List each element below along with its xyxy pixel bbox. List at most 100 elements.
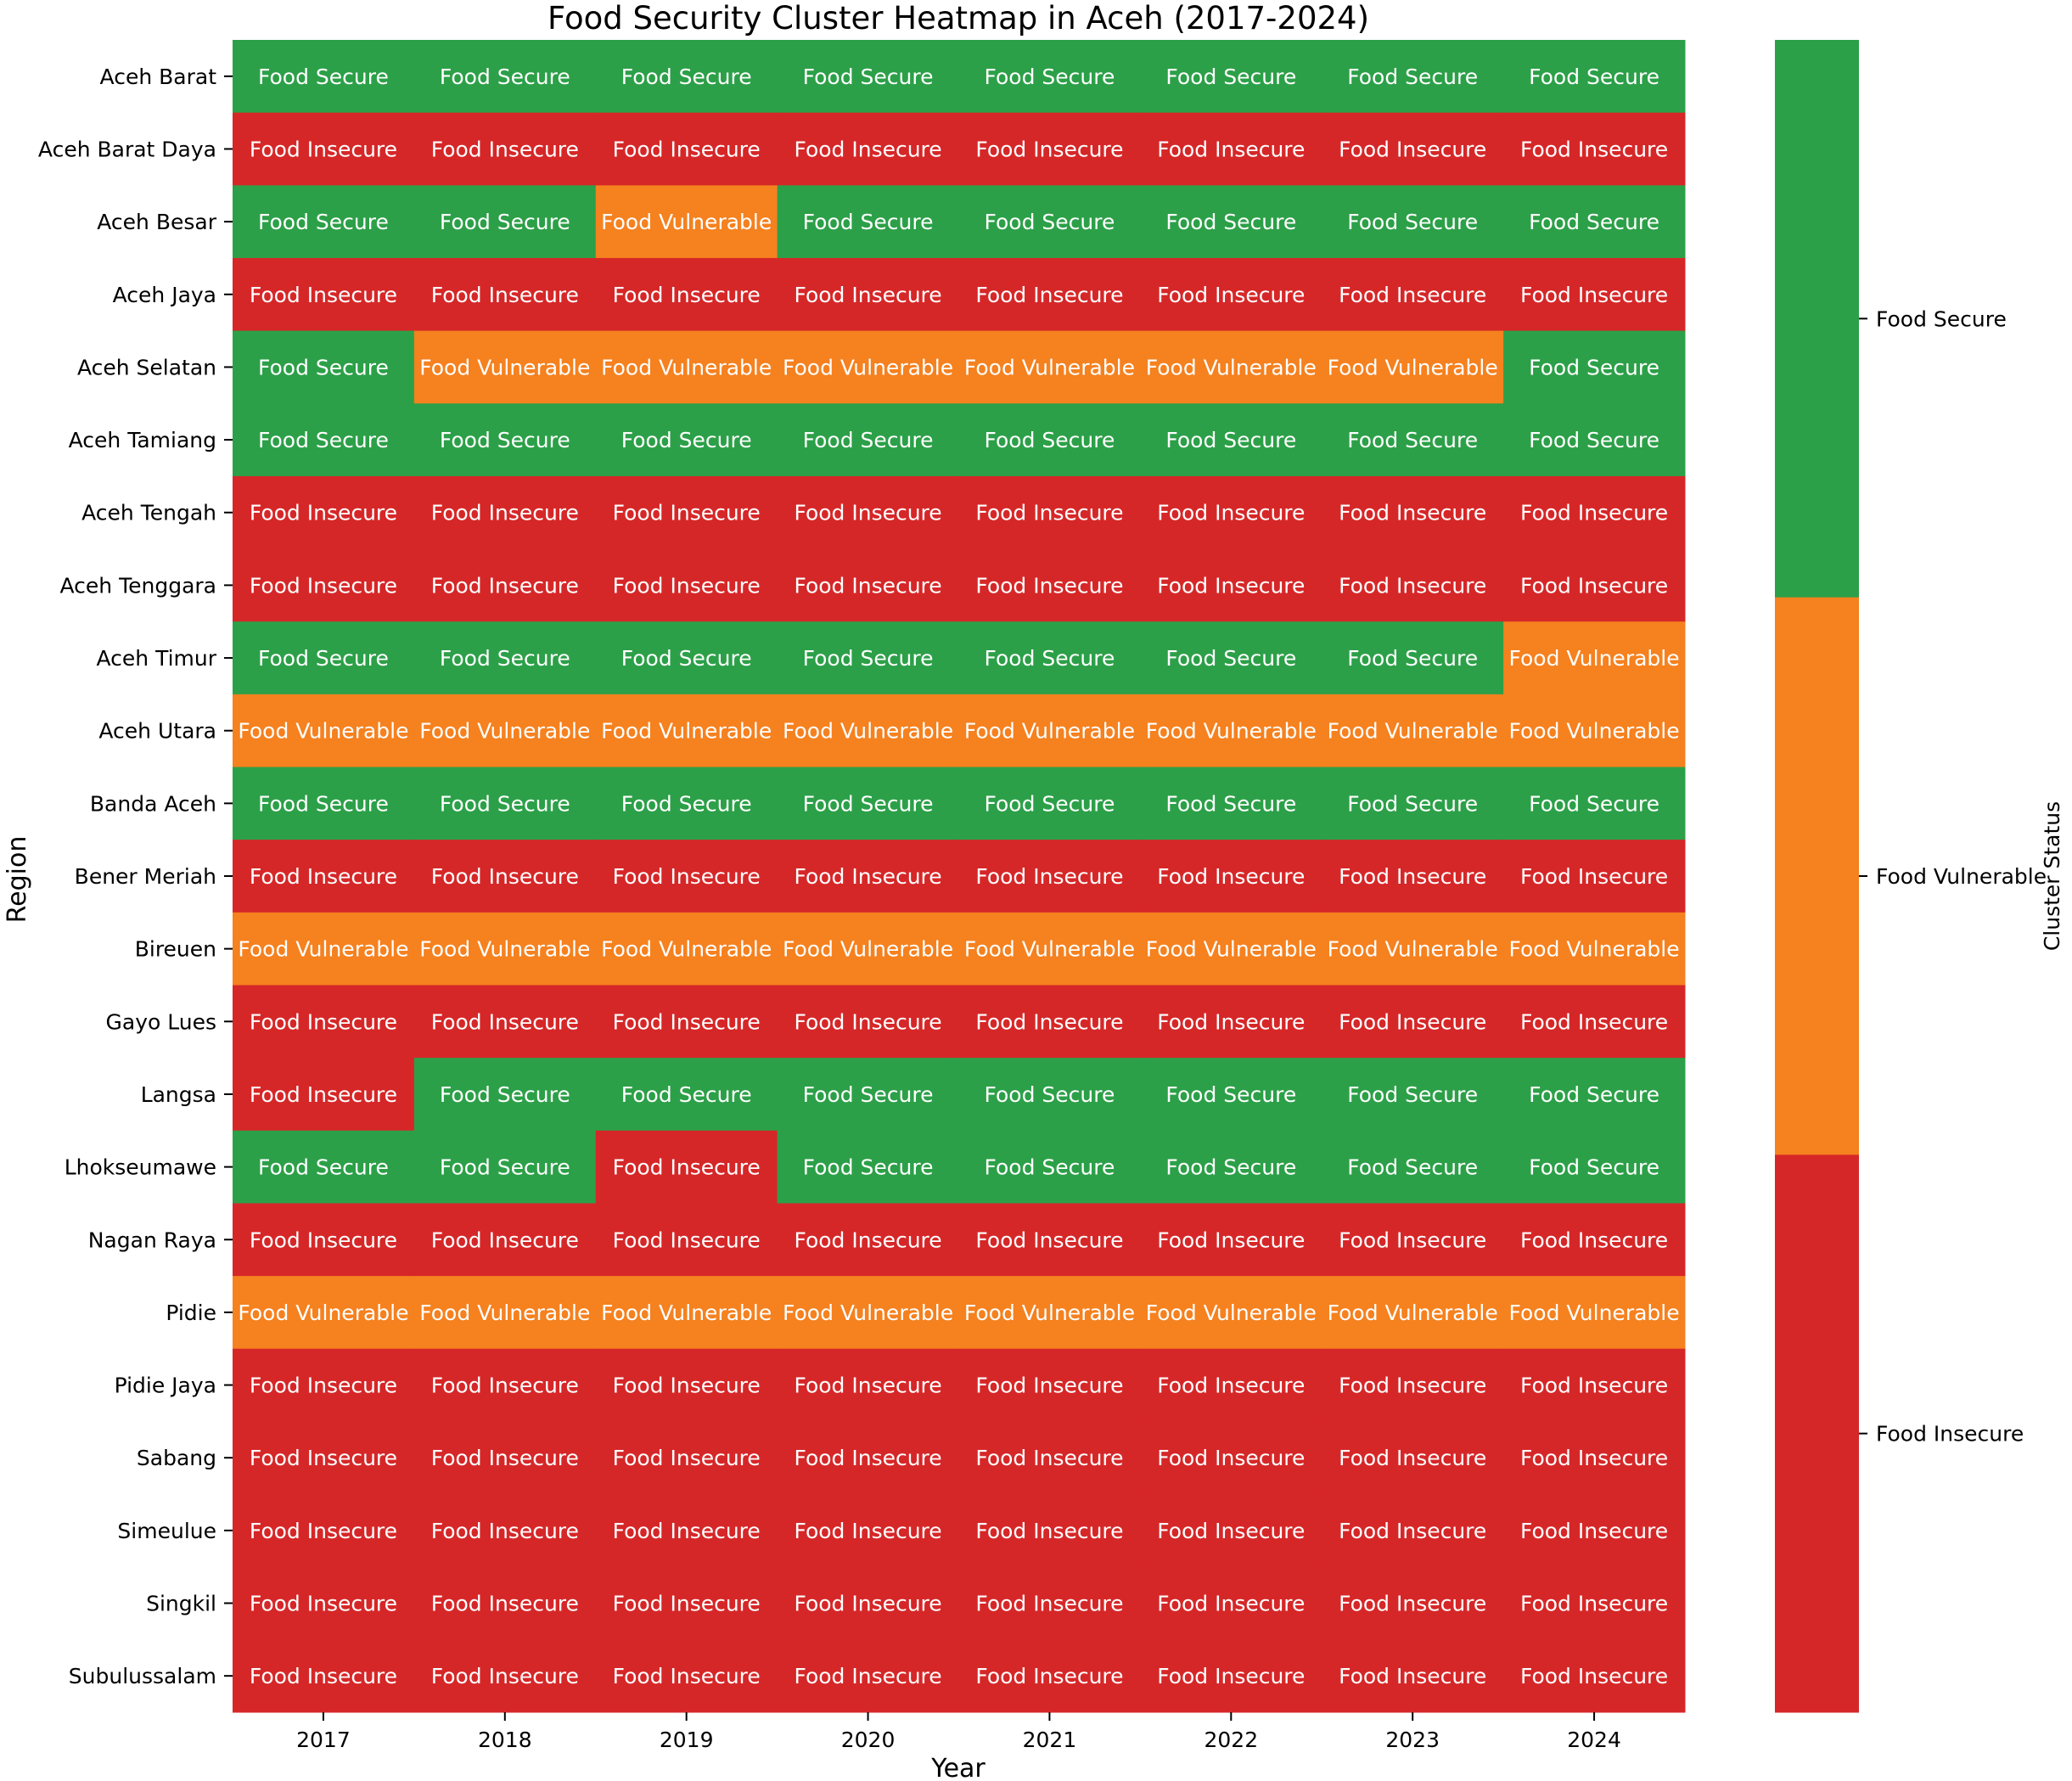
cell-label: Food Insecure <box>431 1009 579 1034</box>
cell-label: Food Insecure <box>431 1519 579 1543</box>
cell-label: Food Insecure <box>1157 1592 1305 1616</box>
cell-label: Food Insecure <box>1520 864 1668 889</box>
cell-label: Food Secure <box>1529 1155 1659 1180</box>
heatmap-cell <box>233 985 415 1059</box>
cell-label: Food Insecure <box>1520 1592 1668 1616</box>
y-tick-label: Aceh Barat <box>100 65 217 89</box>
cell-label: Food Secure <box>621 1082 752 1107</box>
cell-label: Food Secure <box>1165 1082 1296 1107</box>
heatmap-cell <box>1503 40 1686 114</box>
cell-label: Food Insecure <box>613 573 761 598</box>
cell-label: Food Insecure <box>431 864 579 889</box>
heatmap-cell <box>595 112 778 186</box>
heatmap-cell <box>233 548 415 622</box>
heatmap-cell <box>233 1058 415 1132</box>
heatmap-cell <box>413 257 597 332</box>
heatmap-cell <box>777 1566 959 1640</box>
cell-label: Food Insecure <box>975 1228 1123 1252</box>
y-tick-label: Aceh Selatan <box>77 355 216 379</box>
heatmap-cell <box>233 112 415 186</box>
cell-label: Food Vulnerable <box>783 719 953 744</box>
cell-label: Food Secure <box>621 791 752 816</box>
heatmap-cell <box>233 40 415 114</box>
cell-label: Food Insecure <box>431 1592 579 1616</box>
cell-label: Food Vulnerable <box>783 937 953 962</box>
heatmap-cell <box>958 1130 1141 1204</box>
cell-label: Food Insecure <box>431 1664 579 1688</box>
heatmap-cell <box>1140 330 1322 404</box>
heatmap-cell <box>777 694 959 768</box>
y-tick-label: Aceh Besar <box>97 210 216 234</box>
cell-label: Food Insecure <box>250 1082 397 1107</box>
heatmap-cell <box>777 840 959 913</box>
y-tick-label: Simeulue <box>117 1519 216 1543</box>
cell-label: Food Secure <box>1529 210 1659 234</box>
heatmap-cell <box>1140 912 1322 986</box>
heatmap-cell <box>595 40 778 114</box>
cell-label: Food Insecure <box>1520 1519 1668 1543</box>
cell-label: Food Secure <box>1165 210 1296 234</box>
cell-label: Food Vulnerable <box>601 1301 772 1325</box>
y-tick-label: Aceh Barat Daya <box>38 137 216 161</box>
heatmap-cell <box>413 112 597 186</box>
y-tick-label: Aceh Tengah <box>81 501 216 525</box>
heatmap-cell <box>413 1494 597 1568</box>
heatmap-cell <box>1322 1203 1504 1277</box>
heatmap-cell <box>1503 1130 1686 1204</box>
heatmap-cell <box>1322 185 1504 259</box>
cell-label: Food Insecure <box>1157 1228 1305 1252</box>
cell-label: Food Vulnerable <box>964 937 1135 962</box>
cell-label: Food Secure <box>1165 65 1296 89</box>
cell-label: Food Vulnerable <box>419 355 590 379</box>
cell-label: Food Insecure <box>1339 1592 1486 1616</box>
heatmap-cell <box>413 40 597 114</box>
y-tick-label: Sabang <box>137 1446 216 1470</box>
cell-label: Food Insecure <box>613 1519 761 1543</box>
heatmap-cell <box>1140 621 1322 695</box>
cell-label: Food Insecure <box>1339 864 1486 889</box>
heatmap-cell <box>958 1276 1141 1350</box>
heatmap-cell <box>233 1494 415 1568</box>
heatmap-cell <box>1503 912 1686 986</box>
cell-label: Food Insecure <box>250 1592 397 1616</box>
heatmap-cell <box>595 985 778 1059</box>
cell-label: Food Insecure <box>975 1592 1123 1616</box>
cell-label: Food Secure <box>258 1155 389 1180</box>
cell-label: Food Insecure <box>1520 1228 1668 1252</box>
cell-label: Food Vulnerable <box>601 355 772 379</box>
heatmap-cell <box>595 840 778 913</box>
cell-label: Food Insecure <box>794 573 941 598</box>
cell-label: Food Vulnerable <box>1509 719 1680 744</box>
heatmap-cell <box>1140 185 1322 259</box>
y-axis-label: Region <box>3 836 32 924</box>
heatmap-cell <box>958 985 1141 1059</box>
heatmap-cell <box>1322 985 1504 1059</box>
colorbar-segment <box>1775 1155 1859 1713</box>
heatmap-cell <box>777 1130 959 1204</box>
heatmap-cell <box>777 257 959 332</box>
heatmap-cell <box>1140 112 1322 186</box>
heatmap-cell <box>1503 1203 1686 1277</box>
heatmap-cell <box>595 1203 778 1277</box>
cell-label: Food Insecure <box>431 283 579 307</box>
heatmap-cell <box>958 1639 1141 1713</box>
x-tick-label: 2024 <box>1567 1728 1621 1752</box>
cell-label: Food Insecure <box>250 864 397 889</box>
cell-label: Food Insecure <box>250 1519 397 1543</box>
cell-label: Food Secure <box>1165 1155 1296 1180</box>
heatmap-cell <box>1503 257 1686 332</box>
cell-label: Food Insecure <box>794 1592 941 1616</box>
heatmap-cell <box>595 1494 778 1568</box>
cell-label: Food Secure <box>985 65 1115 89</box>
cell-label: Food Insecure <box>431 573 579 598</box>
heatmap-cell <box>1322 1566 1504 1640</box>
heatmap-cell <box>1140 475 1322 550</box>
cell-label: Food Insecure <box>250 501 397 525</box>
heatmap-cell <box>1140 1130 1322 1204</box>
cell-label: Food Vulnerable <box>601 719 772 744</box>
cell-label: Food Vulnerable <box>1328 355 1498 379</box>
heatmap-cell <box>595 1348 778 1422</box>
cell-label: Food Insecure <box>613 1374 761 1398</box>
cell-label: Food Insecure <box>794 1009 941 1034</box>
heatmap-cell <box>1322 840 1504 913</box>
